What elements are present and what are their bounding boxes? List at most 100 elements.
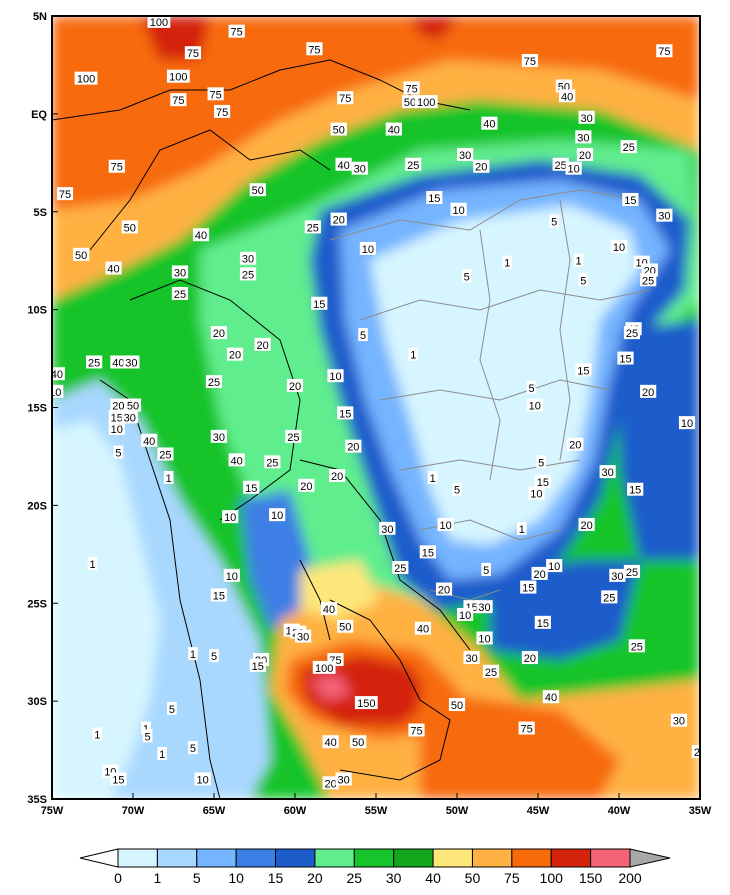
contour-label-bg [269,508,286,522]
contour-label: 1 [94,729,100,741]
contour-label-bg [578,110,595,124]
contour-label-bg [327,369,344,383]
contour-label: 20 [694,747,706,759]
contour-label-bg [228,453,245,467]
contour-label: 30 [658,211,670,223]
lat-tick-label: 35S [27,794,47,806]
contour-label-bg [254,337,271,351]
axes: 75W 70W 65W 60W 55W 50W 45W 40W 35W 5N EQ 5S 10S 15S 2… [27,11,712,817]
contour-label-bg [171,265,189,279]
contour-label-bg [295,629,312,643]
contour-label-bg [463,651,480,665]
contour-label: 150 [357,698,375,710]
contour-label: 20 [213,328,225,340]
contour-label: 5 [551,217,557,229]
contour-label: 5 [145,731,151,743]
contour-label-bg [350,735,367,749]
contour-label-bg [617,351,634,365]
contour-label-bg [450,202,467,216]
contour-label-bg [457,147,474,161]
contour-label: 30 [354,164,366,176]
contour-label: 50 [333,125,345,137]
contour-label-bg [210,326,227,340]
contour-label-bg [121,410,138,424]
contour-label: 15 [252,661,264,673]
contour-label: 30 [478,602,490,614]
contour-label: 15 [522,583,534,595]
legend-label: 5 [193,870,201,886]
contour-label: 75 [209,89,221,101]
legend-swatch [353,848,395,868]
contour-label-bg [457,607,474,621]
contour-label: 1 [166,473,172,485]
contour-label: 25 [307,222,319,234]
contour-label: 20 [333,215,345,227]
contour-label: 10 [271,510,283,522]
contour-label-bg [92,727,103,741]
contour-label: 10 [548,561,560,573]
lat-tick-label: 5N [33,11,47,23]
contour-label: 25 [631,641,643,653]
contour-label-bg [306,42,323,56]
contour-label: 25 [88,357,100,369]
legend-swatch [393,848,434,868]
contour-label: 30 [673,716,685,728]
contour-label: 100 [150,17,168,29]
contour-label-bg [243,480,260,494]
contour-label: 75 [339,93,351,105]
contour-label-bg [476,631,493,645]
contour-label-bg [521,54,538,68]
contour-label: 50 [124,222,136,234]
lat-tick-label: 15S [27,403,47,415]
contour-label-bg [359,241,376,255]
contour-label-bg [620,140,637,154]
legend-label: 1 [153,870,161,886]
contour-label: 1 [430,473,436,485]
contour-label: 20 [347,442,359,454]
contour-label-bg [534,615,551,629]
contour-label: 40 [337,160,349,172]
contour-label: 15 [577,365,589,377]
contour-label-bg [437,517,454,531]
contour-label: 10 [111,424,123,436]
lon-tick-label: 55W [365,805,388,817]
contour-label-bg [405,157,422,171]
legend-swatch [590,848,631,868]
lat-tick-label: 20S [27,500,47,512]
contour-label-bg [345,439,362,453]
contour-label: 10 [452,205,464,217]
contour-label: 75 [187,48,199,60]
contour-label: 40 [107,264,119,276]
contour-label-bg [403,81,420,95]
contour-label-bg [223,568,240,582]
contour-label: 15 [422,547,434,559]
lon-tick-label: 65W [203,805,226,817]
legend-swatch [471,848,513,868]
contour-label-bg [330,212,347,226]
contour-label: 5 [211,651,217,663]
contour-label: 25 [555,160,567,172]
contour-label-bg [623,326,641,340]
contour-label-bg [578,517,595,531]
legend-swatch [314,848,355,868]
contour-label-bg [610,239,628,253]
contour-label: 10 [226,571,238,583]
contour-label-bg [73,247,90,261]
contour-label-bg [691,745,700,759]
contour-label-bg [264,455,281,469]
contour-label-bg [452,482,462,496]
contour-label-bg [521,651,538,665]
contour-label: 1 [519,524,525,536]
lat-tick-label: EQ [31,109,47,121]
legend-label: 40 [425,870,441,886]
contour-label: 40 [143,436,155,448]
contour-label: 75 [111,162,123,174]
state-borders [329,189,651,601]
contour-label-bg [601,590,618,604]
legend-under-arrow [79,848,119,868]
contour-label: 25 [287,432,299,444]
contour-label-bg [640,384,657,398]
contour-label-bg [108,422,125,436]
legend-swatch [550,848,592,868]
